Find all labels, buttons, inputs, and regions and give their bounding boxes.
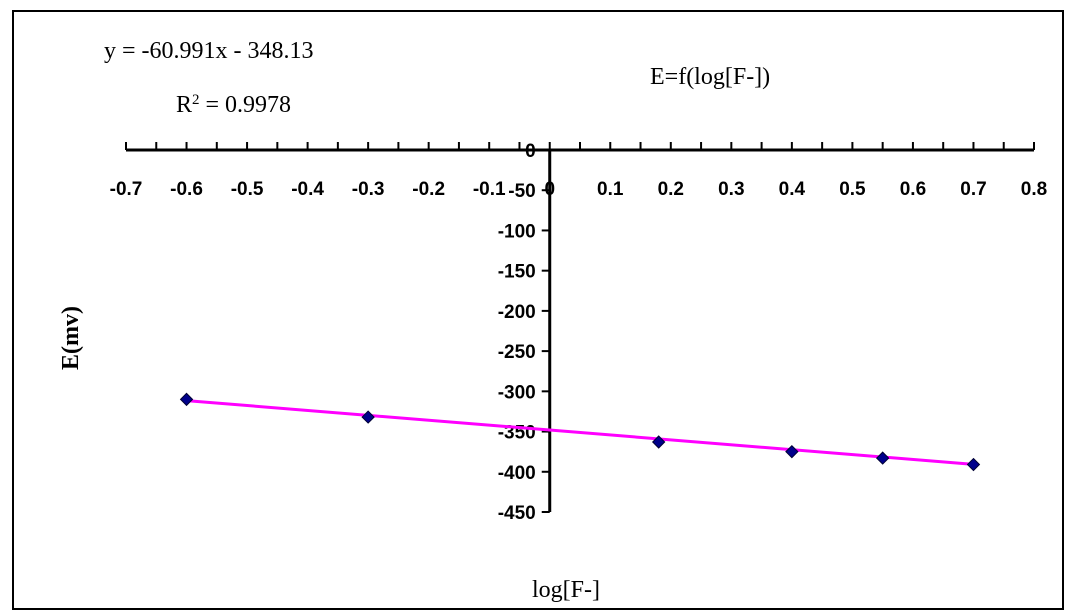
x-tick-labels: -0.7 -0.6 -0.5 -0.4 -0.3 -0.2 -0.1 0 0.1 0.2 0.3 0.… xyxy=(110,179,1048,200)
x-tick-label: 0.4 xyxy=(779,179,806,200)
x-tick-label: -0.3 xyxy=(352,179,385,200)
data-point xyxy=(179,392,194,407)
y-tick-label: -50 xyxy=(508,181,535,202)
x-tick-label: 0.8 xyxy=(1021,179,1047,200)
x-tick-label: 0.6 xyxy=(900,179,926,200)
x-tick-label: 0 xyxy=(544,179,555,200)
x-tick-label: -0.1 xyxy=(473,179,506,200)
chart-frame: -0.7 -0.6 -0.5 -0.4 -0.3 -0.2 -0.1 0 0.1 0.2 0.3 0.… xyxy=(12,10,1064,610)
x-tick-label: -0.6 xyxy=(170,179,203,200)
y-tick-label: -150 xyxy=(498,262,536,283)
x-axis-label: log[F-] xyxy=(532,577,600,603)
trendline-group xyxy=(186,399,974,466)
chart-title: E=f(log[F-]) xyxy=(650,64,770,90)
chart-svg: -0.7 -0.6 -0.5 -0.4 -0.3 -0.2 -0.1 0 0.1 0.2 0.3 0.… xyxy=(58,38,1048,603)
data-point xyxy=(785,444,799,459)
data-point xyxy=(651,435,666,449)
x-tick-label: -0.5 xyxy=(231,179,264,200)
trendline-equation: y = -60.991x - 348.13 xyxy=(104,38,314,64)
y-tick-labels: 0-50-100-150-200-250-300-350-400-450 xyxy=(498,141,536,524)
y-tick-label: -250 xyxy=(498,342,536,363)
x-tick-label: 0.1 xyxy=(597,179,624,200)
x-tick-label: 0.5 xyxy=(839,179,866,200)
y-tick-label: -200 xyxy=(498,302,536,323)
y-tick-label: -450 xyxy=(498,503,536,524)
data-point xyxy=(361,410,375,424)
trendline xyxy=(186,399,974,466)
y-tick-label: -300 xyxy=(498,382,536,403)
x-tick-label: -0.4 xyxy=(291,179,324,200)
data-point xyxy=(875,451,890,465)
y-axis-label: E(mv) xyxy=(58,306,84,370)
data-points xyxy=(179,392,981,472)
y-tick-label: -400 xyxy=(498,463,536,484)
x-tick-label: 0.2 xyxy=(658,179,684,200)
x-tick-label: -0.7 xyxy=(110,179,143,200)
x-tick-label: 0.7 xyxy=(960,179,986,200)
x-tick-label: -0.2 xyxy=(412,179,445,200)
y-tick-label: 0 xyxy=(525,141,536,162)
data-point xyxy=(966,457,981,472)
r-squared-label: R2 = 0.9978 xyxy=(176,92,291,118)
y-tick-label: -100 xyxy=(498,221,536,242)
axes xyxy=(125,142,1035,513)
x-tick-label: 0.3 xyxy=(718,179,744,200)
